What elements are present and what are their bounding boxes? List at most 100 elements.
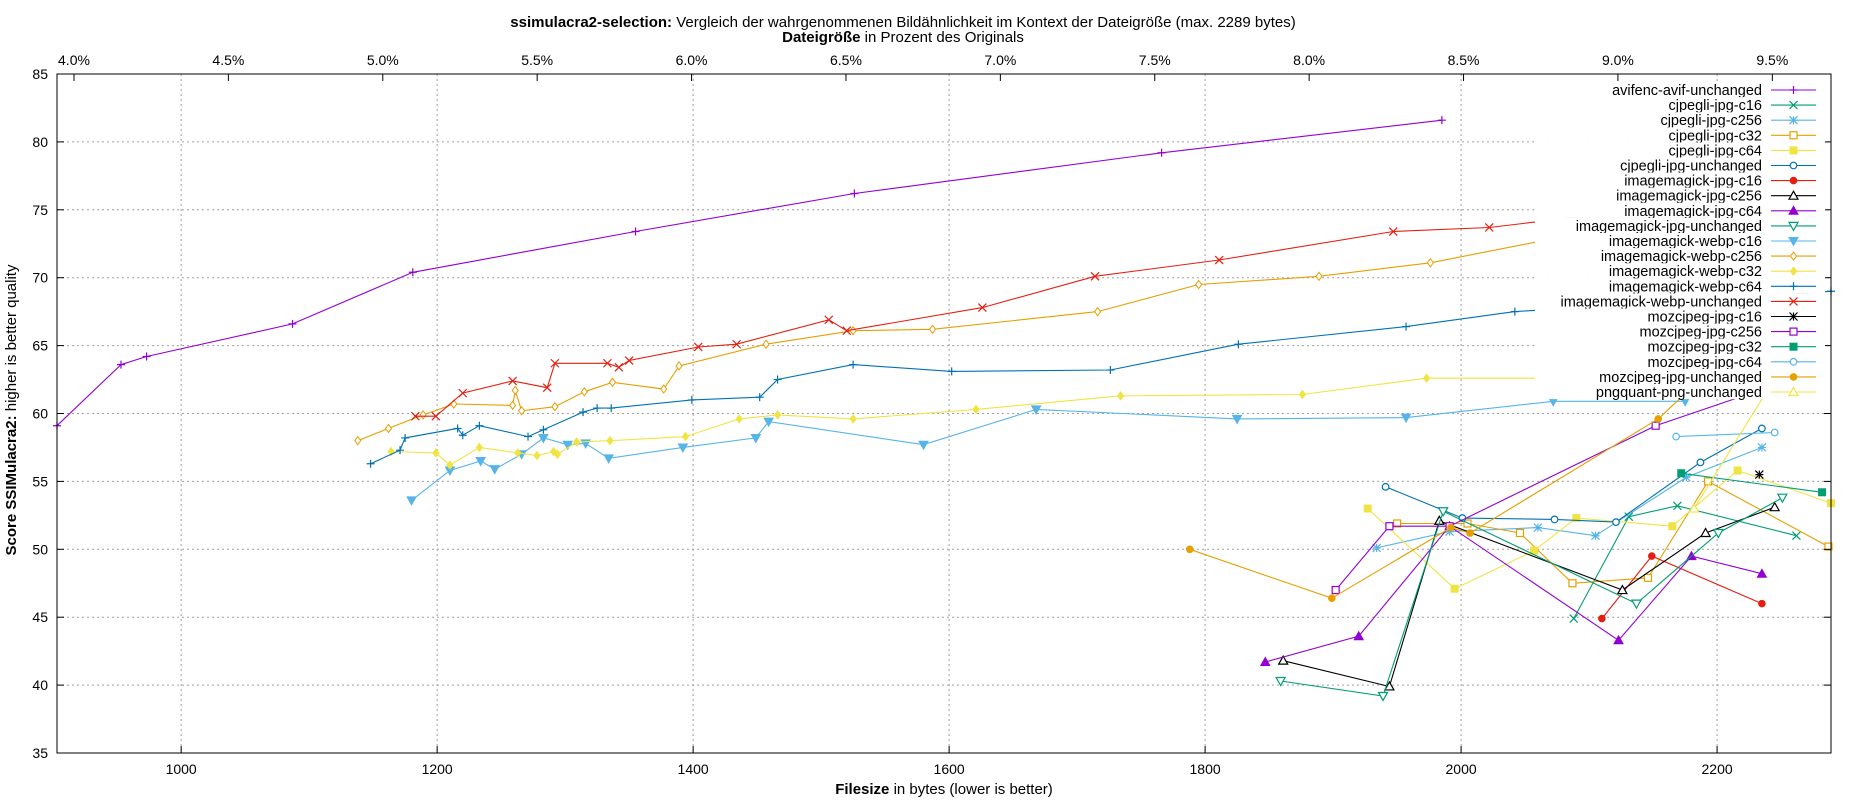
- data-point: [607, 404, 616, 413]
- data-point: [475, 421, 484, 430]
- data-point: [687, 395, 696, 404]
- data-point: [1402, 322, 1411, 331]
- legend-label: cjpegli-jpg-c64: [1669, 143, 1763, 159]
- data-point: [1630, 599, 1642, 610]
- legend-marker: [1787, 221, 1800, 232]
- chart-title: ssimulacra2-selection: Vergleich der wah…: [510, 14, 1295, 31]
- legend-marker: [1787, 386, 1800, 397]
- data-point: [573, 437, 581, 447]
- legend-entry-bg: [1535, 157, 1825, 173]
- data-point: [387, 446, 395, 457]
- series-line: [1676, 431, 1775, 438]
- y-tick-label: 35: [32, 745, 48, 761]
- data-point: [550, 358, 560, 368]
- data-point: [1214, 255, 1224, 265]
- data-point: [1259, 656, 1271, 667]
- legend-label: imagemagick-webp-c64: [1609, 279, 1762, 295]
- y-tick-label: 55: [32, 473, 48, 489]
- data-point: [1672, 432, 1681, 441]
- data-point: [1231, 414, 1243, 425]
- x2-tick-label: 6.0%: [676, 52, 708, 68]
- data-point: [1824, 542, 1833, 551]
- data-point: [1651, 421, 1660, 430]
- series-cjpegli-jpg-c64: [1363, 466, 1835, 593]
- legend-marker: [1789, 342, 1798, 351]
- data-point: [406, 496, 417, 506]
- data-point: [977, 303, 987, 313]
- legend-entry: cjpegli-jpg-c16: [1535, 97, 1825, 114]
- legend-entry-bg: [1535, 353, 1825, 369]
- series-line: [1693, 392, 1767, 509]
- data-point: [947, 367, 956, 376]
- x2-tick-label: 8.5%: [1448, 52, 1480, 68]
- data-point: [762, 339, 770, 350]
- data-point: [1195, 279, 1203, 290]
- data-point: [580, 386, 588, 397]
- y-axis-label-rest: higher is better quality: [3, 264, 20, 415]
- y-tick-label: 85: [32, 66, 48, 82]
- legend-entry: pngquant-png-unchanged: [1535, 384, 1825, 401]
- data-point: [693, 342, 703, 352]
- legend-marker: [1789, 86, 1798, 94]
- legend-entry: imagemagick-jpg-unchanged: [1535, 217, 1825, 235]
- x2-axis-label-bold: Dateigröße: [782, 29, 860, 46]
- series-cjpegli-jpg-unchanged: [1381, 424, 1766, 527]
- data-point: [1331, 585, 1340, 595]
- legend-entry-bg: [1535, 384, 1825, 400]
- data-point: [1315, 271, 1323, 282]
- data-point: [458, 388, 468, 398]
- data-point: [1385, 522, 1394, 531]
- data-point: [624, 356, 634, 365]
- data-point: [1677, 469, 1686, 478]
- data-point: [366, 459, 375, 468]
- data-point: [1185, 545, 1194, 554]
- data-point: [1654, 415, 1663, 423]
- x-tick-label: 1200: [422, 761, 453, 777]
- data-point: [354, 435, 362, 446]
- series-imagemagick-webp-c64: [366, 287, 1835, 468]
- data-point: [410, 411, 420, 421]
- y-tick-label: 65: [32, 338, 48, 354]
- data-point: [773, 375, 782, 384]
- y-tick-label: 75: [32, 202, 48, 218]
- series-cjpegli-jpg-c256: [1372, 443, 1767, 553]
- legend-label: avifenc-avif-unchanged: [1612, 83, 1762, 99]
- legend-entry: cjpegli-jpg-c256: [1535, 112, 1825, 129]
- legend-entry-bg: [1535, 368, 1825, 384]
- series-mozcjpeg-jpg-c32: [1677, 469, 1827, 497]
- legend-label: imagemagick-webp-c32: [1609, 264, 1762, 280]
- data-point: [849, 414, 857, 424]
- data-point: [732, 339, 742, 349]
- data-point: [453, 424, 462, 433]
- series-line: [1376, 446, 1763, 549]
- data-point: [1090, 271, 1100, 281]
- data-point: [773, 410, 782, 420]
- series-line: [1283, 506, 1775, 688]
- legend-label: imagemagick-jpg-c64: [1624, 204, 1762, 220]
- series-layer: [53, 116, 1835, 702]
- series-line: [1280, 497, 1783, 697]
- series-line: [411, 400, 1686, 501]
- data-point: [1758, 599, 1766, 608]
- series-imagemagick-webp-unchanged: [410, 189, 1780, 421]
- x2-tick-label: 9.0%: [1602, 52, 1634, 68]
- legend-entry-bg: [1535, 278, 1825, 294]
- data-point: [1117, 391, 1125, 401]
- data-point: [842, 326, 852, 336]
- data-point: [1445, 527, 1455, 537]
- x-tick-label: 2000: [1446, 761, 1477, 777]
- legend-entry-bg: [1535, 217, 1825, 233]
- data-point: [511, 385, 519, 396]
- legend-marker: [1789, 296, 1798, 306]
- data-point: [1568, 579, 1577, 588]
- x-tick-label: 2200: [1702, 761, 1733, 777]
- x2-tick-label: 9.5%: [1756, 52, 1788, 68]
- data-point: [1515, 528, 1525, 538]
- data-point: [1668, 522, 1677, 531]
- data-point: [1733, 466, 1742, 475]
- data-point: [660, 384, 668, 394]
- legend-label: pngquant-png-unchanged: [1596, 385, 1762, 401]
- data-point: [1681, 472, 1691, 482]
- legend-label: mozcjpeg-jpg-c32: [1648, 340, 1762, 356]
- legend-entry-bg: [1535, 323, 1825, 339]
